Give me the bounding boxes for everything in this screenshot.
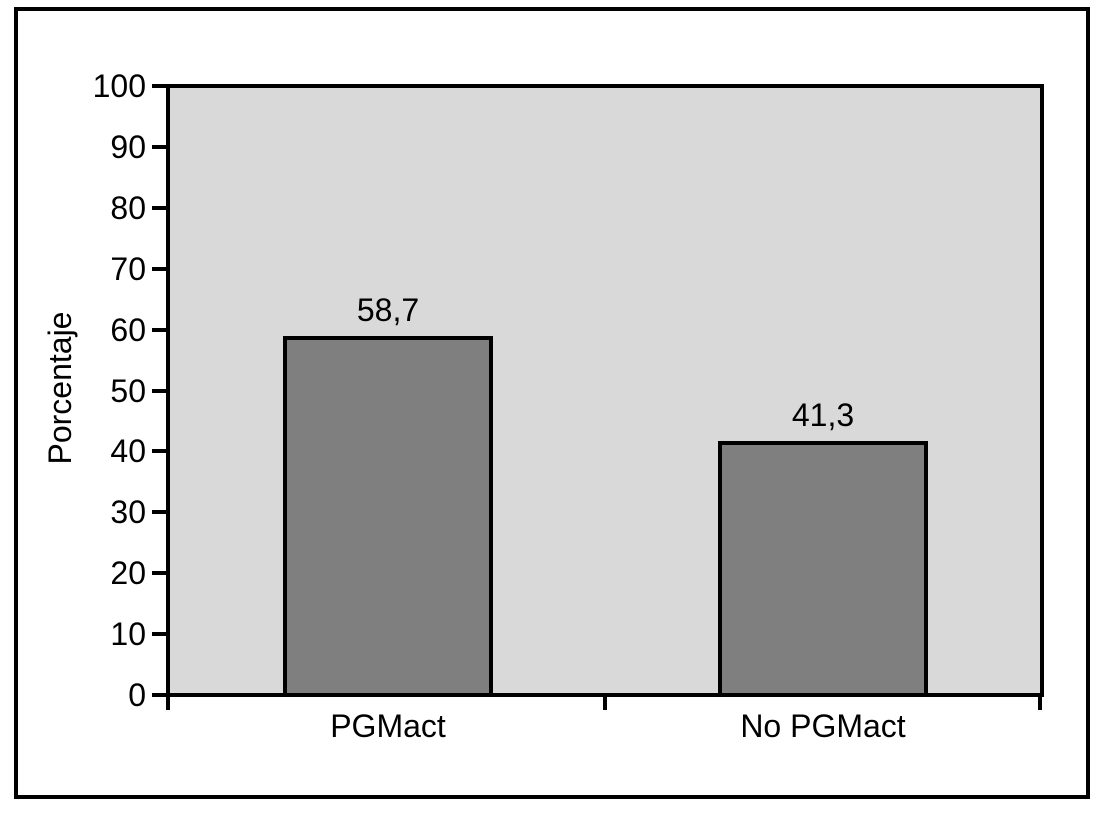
chart-canvas: Porcentaje 0 10 20 30 40 50 60 70 80 90 100 58,7 PGM… bbox=[18, 11, 1086, 795]
x-tick bbox=[603, 697, 607, 710]
y-tick bbox=[152, 328, 166, 332]
y-tick-label: 0 bbox=[128, 677, 146, 713]
y-tick-label: 50 bbox=[110, 373, 146, 409]
y-tick-label: 40 bbox=[110, 433, 146, 469]
y-tick-label: 90 bbox=[110, 129, 146, 165]
y-tick bbox=[152, 267, 166, 271]
y-tick bbox=[152, 389, 166, 393]
y-tick-label: 10 bbox=[110, 616, 146, 652]
chart-frame: Porcentaje 0 10 20 30 40 50 60 70 80 90 100 58,7 PGM… bbox=[14, 7, 1090, 799]
bar-value-label: 58,7 bbox=[356, 292, 420, 328]
bar bbox=[283, 336, 493, 697]
y-tick-label: 80 bbox=[110, 190, 146, 226]
y-tick bbox=[152, 84, 166, 88]
bar bbox=[718, 441, 928, 697]
y-tick-label: 20 bbox=[110, 555, 146, 591]
y-tick bbox=[152, 145, 166, 149]
x-category-label: No PGMact bbox=[740, 708, 906, 744]
x-tick bbox=[1038, 697, 1042, 710]
y-tick-label: 30 bbox=[110, 494, 146, 530]
y-tick bbox=[152, 693, 166, 697]
y-tick bbox=[152, 206, 166, 210]
x-tick bbox=[166, 697, 170, 710]
y-tick bbox=[152, 449, 166, 453]
y-tick bbox=[152, 510, 166, 514]
bar-value-label: 41,3 bbox=[791, 397, 855, 433]
y-tick-label: 70 bbox=[110, 251, 146, 287]
x-category-label: PGMact bbox=[330, 708, 446, 744]
y-tick-label: 60 bbox=[110, 312, 146, 348]
y-tick bbox=[152, 571, 166, 575]
y-tick bbox=[152, 632, 166, 636]
y-tick-label: 100 bbox=[92, 68, 146, 104]
